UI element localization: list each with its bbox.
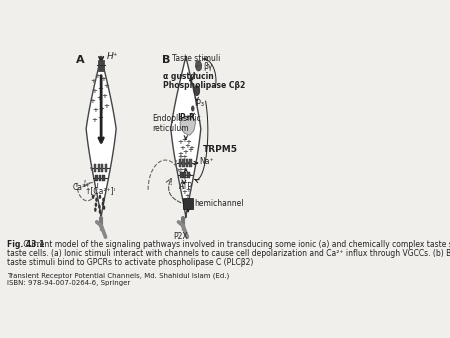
Text: α gustducin: α gustducin [162, 72, 213, 81]
Text: A: A [76, 55, 84, 65]
Circle shape [94, 208, 97, 212]
Circle shape [191, 105, 194, 112]
Text: taste stimuli bind to GPCRs to activate phospholipase C (PLCβ2): taste stimuli bind to GPCRs to activate … [7, 258, 253, 267]
FancyBboxPatch shape [99, 175, 101, 181]
Circle shape [196, 61, 202, 71]
Text: +: + [180, 145, 185, 151]
Text: +: + [100, 76, 106, 82]
FancyBboxPatch shape [187, 172, 190, 178]
Circle shape [95, 198, 98, 202]
Text: +: + [90, 78, 96, 84]
Polygon shape [180, 116, 196, 135]
Text: +: + [91, 117, 97, 123]
Text: +: + [94, 73, 100, 79]
Text: +: + [182, 149, 188, 155]
Text: Fig. 43.1: Fig. 43.1 [7, 240, 45, 249]
Text: +: + [177, 160, 183, 166]
Text: +: + [91, 88, 97, 94]
Text: +: + [90, 98, 95, 103]
Text: +: + [181, 137, 187, 143]
Text: +: + [99, 105, 105, 112]
Circle shape [102, 198, 105, 202]
Text: +: + [184, 193, 190, 199]
Circle shape [94, 202, 97, 207]
Text: +: + [101, 93, 107, 99]
Circle shape [103, 206, 105, 210]
Text: +: + [98, 115, 104, 121]
Circle shape [99, 210, 101, 214]
Circle shape [102, 201, 104, 206]
FancyBboxPatch shape [98, 164, 100, 172]
FancyBboxPatch shape [186, 159, 188, 167]
FancyBboxPatch shape [189, 159, 192, 167]
Polygon shape [86, 56, 116, 218]
Text: B: B [162, 55, 171, 65]
Text: taste cells. (a) Ionic stimuli interact with channels to cause cell depolarizati: taste cells. (a) Ionic stimuli interact … [7, 249, 450, 258]
Text: +: + [97, 86, 103, 92]
FancyBboxPatch shape [104, 164, 107, 172]
Text: +: + [186, 139, 192, 145]
Text: +: + [184, 160, 190, 166]
Text: +: + [181, 154, 187, 160]
Circle shape [98, 204, 101, 209]
Text: Endoplasmic
reticulum: Endoplasmic reticulum [152, 114, 201, 133]
Text: ATP: ATP [180, 182, 194, 191]
Text: +: + [177, 167, 183, 173]
Text: +: + [185, 187, 191, 193]
Text: +: + [185, 172, 191, 178]
Circle shape [199, 65, 202, 70]
Text: +: + [181, 189, 187, 195]
Text: Transient Receptor Potential Channels, Md. Shahidul Islam (Ed.): Transient Receptor Potential Channels, M… [7, 272, 230, 279]
Text: +: + [103, 83, 109, 89]
FancyBboxPatch shape [101, 164, 104, 172]
Text: hemichannel: hemichannel [194, 199, 243, 208]
Text: H⁺: H⁺ [106, 52, 118, 61]
Text: +: + [178, 151, 184, 157]
Text: +: + [187, 147, 193, 153]
Text: +: + [177, 139, 183, 145]
Text: TRPM5: TRPM5 [203, 145, 238, 154]
Text: +: + [96, 95, 102, 101]
Text: +: + [177, 154, 183, 160]
Circle shape [92, 195, 94, 199]
Text: +: + [184, 143, 190, 149]
Circle shape [194, 86, 200, 96]
Text: Phospholipase Cβ2: Phospholipase Cβ2 [162, 81, 245, 90]
Text: +: + [104, 102, 109, 108]
Text: Ca²⁺: Ca²⁺ [72, 183, 90, 192]
Text: IP₃: IP₃ [194, 98, 204, 107]
FancyBboxPatch shape [102, 175, 105, 181]
Text: +: + [180, 162, 186, 168]
Text: βγ: βγ [203, 62, 212, 71]
Text: +: + [92, 107, 98, 114]
Text: +: + [178, 173, 184, 179]
Text: +: + [182, 175, 188, 181]
FancyBboxPatch shape [182, 159, 184, 167]
FancyBboxPatch shape [179, 159, 181, 167]
Circle shape [99, 195, 101, 199]
Text: ↑[Ca²⁺]ᴵ: ↑[Ca²⁺]ᴵ [84, 186, 115, 195]
Text: Na⁺: Na⁺ [199, 157, 214, 166]
Text: +: + [181, 167, 187, 173]
Text: Current model of the signaling pathways involved in transducing some ionic (a) a: Current model of the signaling pathways … [21, 240, 450, 249]
Text: P2X: P2X [173, 233, 188, 241]
FancyBboxPatch shape [184, 172, 186, 178]
FancyBboxPatch shape [183, 198, 193, 209]
FancyBboxPatch shape [180, 172, 183, 178]
Polygon shape [171, 56, 201, 218]
FancyBboxPatch shape [95, 175, 98, 181]
Text: IP₃R: IP₃R [178, 114, 196, 122]
Text: Taste stimuli: Taste stimuli [172, 54, 221, 63]
FancyBboxPatch shape [94, 164, 96, 172]
Text: +: + [188, 145, 194, 151]
Circle shape [195, 61, 198, 65]
Circle shape [197, 66, 199, 71]
Circle shape [198, 62, 201, 66]
Text: ISBN: 978-94-007-0264-6, Springer: ISBN: 978-94-007-0264-6, Springer [7, 280, 130, 286]
